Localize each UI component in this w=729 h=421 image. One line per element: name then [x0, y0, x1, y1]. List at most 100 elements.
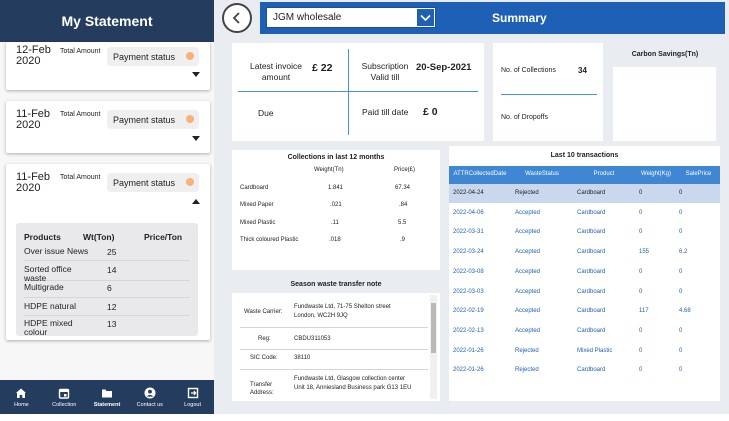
latest-invoice-label: Latest invoice amount	[250, 61, 302, 82]
product-name: Sorted office waste	[24, 264, 72, 283]
product-name: HDPE natural	[24, 301, 76, 311]
note-value: CBDU311053	[294, 336, 331, 342]
table-row[interactable]: 2022-02-13 Accepted Cardboard 0 0	[449, 322, 720, 341]
table-row[interactable]: 2022-03-31 Accepted Cardboard 0 0	[449, 223, 720, 242]
status-cell: Accepted	[515, 308, 541, 315]
column-header: Product	[593, 171, 615, 177]
company-dropdown[interactable]: JGM wholesale	[266, 7, 436, 28]
product-name: Thick coloured Plastic	[240, 237, 299, 243]
table-row: Thick coloured Plastic .018 .9	[240, 237, 436, 245]
price-cell: 0	[679, 327, 683, 334]
table-row: HDPE natural 12	[24, 298, 190, 316]
date-cell: 2022-03-08	[453, 268, 484, 275]
price-cell: 4.68	[679, 308, 691, 315]
table-row: Cardboard 1.841 67.34	[240, 185, 436, 193]
product-cell: Cardboard	[577, 308, 606, 315]
payment-status-dot	[186, 178, 194, 186]
payment-status-label: Payment status	[113, 51, 176, 62]
date-cell: 2022-04-06	[453, 209, 484, 216]
statement-date: 11-Feb 2020	[16, 108, 51, 131]
user-icon	[144, 387, 156, 398]
nav-home[interactable]: Home	[0, 380, 43, 414]
payment-status-label: Payment status	[113, 114, 176, 125]
payment-status-pill[interactable]: Payment status	[107, 110, 199, 129]
weight-cell: 117	[639, 308, 649, 315]
payment-status-pill[interactable]: Payment status	[107, 173, 199, 192]
column-header: Weight(Tn)	[314, 167, 344, 173]
date-cell: 2022-03-03	[453, 288, 484, 295]
product-name: Over issue News	[24, 246, 89, 256]
statement-card[interactable]: 11-Feb 2020 Total Amount Payment status	[6, 101, 210, 153]
table-row[interactable]: 2022-04-24 Rejected Cardboard 0 0	[449, 184, 720, 203]
payment-status-pill[interactable]: Payment status	[107, 47, 199, 66]
product-cell: Mixed Plastic	[577, 347, 613, 354]
status-cell: Rejected	[515, 347, 539, 354]
price-cell: 0	[679, 190, 683, 196]
note-label: Reg:	[258, 336, 271, 342]
product-name: HDPE mixed colour	[24, 318, 73, 337]
table-row[interactable]: 2022-01-26 Rejected Mixed Plastic 0 0	[449, 342, 720, 361]
table-row: HDPE mixed colour 13	[24, 316, 190, 337]
status-cell: Accepted	[515, 288, 541, 295]
transactions-panel: Last 10 transactions ATTRCollectedDate W…	[449, 146, 720, 401]
divider	[240, 327, 428, 328]
table-row[interactable]: 2022-03-24 Accepted Cardboard 155 6.2	[449, 243, 720, 262]
table-row[interactable]: 2022-03-03 Accepted Cardboard 0 0	[449, 283, 720, 302]
chevron-down-icon	[420, 14, 431, 21]
table-row[interactable]: 2022-01-26 Rejected Cardboard 0 0	[449, 361, 720, 380]
table-row[interactable]: 2022-02-19 Accepted Cardboard 117 4.68	[449, 302, 720, 321]
table-row[interactable]: 2022-04-06 Accepted Cardboard 0 0	[449, 204, 720, 223]
chevron-down-icon[interactable]	[192, 72, 200, 77]
transfer-note-panel: Season waste transfer note Waste Carrier…	[232, 277, 440, 401]
weight-value: .021	[330, 202, 342, 208]
product-name: Multigrade	[24, 282, 64, 292]
table-row: Sorted office waste 14	[24, 261, 190, 283]
dropdown-button[interactable]	[416, 8, 435, 27]
chevron-down-icon[interactable]	[192, 136, 200, 141]
statement-card[interactable]: 12-Feb 2020 Total Amount Payment status	[6, 42, 210, 90]
product-cell: Cardboard	[577, 249, 606, 256]
status-cell: Rejected	[515, 190, 539, 196]
invoice-panel: Latest invoice amount £ 22 Subscription …	[232, 43, 484, 141]
table-row: Mixed Paper .021 .84	[240, 202, 436, 210]
calendar-icon	[58, 388, 70, 399]
nav-label: Logout	[184, 401, 201, 408]
nav-label: Collection	[52, 401, 77, 408]
price-cell: 0	[679, 229, 683, 236]
product-weight: 25	[107, 247, 117, 257]
subscription-value: 20-Sep-2021	[416, 62, 472, 73]
weight-cell: 0	[639, 229, 643, 236]
table-row[interactable]: 2022-03-08 Accepted Cardboard 0 0	[449, 263, 720, 282]
back-button[interactable]	[222, 3, 252, 33]
note-label: Transfer Address:	[250, 382, 274, 396]
date-cell: 2022-02-13	[453, 327, 484, 334]
weight-cell: 0	[639, 347, 643, 354]
collections-count-label: No. of Collections	[501, 67, 556, 74]
product-cell: Cardboard	[577, 367, 606, 374]
chevron-up-icon[interactable]	[192, 199, 200, 204]
column-header: Wt(Ton)	[83, 232, 115, 242]
price-cell: 0	[679, 268, 683, 275]
home-icon	[16, 388, 27, 398]
company-dropdown-value: JGM wholesale	[273, 12, 342, 23]
price-value: .9	[400, 237, 406, 243]
nav-label: Statement	[93, 401, 121, 408]
product-cell: Cardboard	[577, 190, 606, 196]
status-cell: Accepted	[515, 209, 541, 216]
status-cell: Accepted	[515, 327, 541, 334]
statement-date: 11-Feb 2020	[16, 171, 51, 194]
nav-statement[interactable]: Statement	[86, 380, 129, 414]
table-row: Over issue News 25	[24, 243, 190, 261]
nav-contact[interactable]: Contact us	[128, 380, 171, 414]
latest-invoice-value: £ 22	[312, 62, 333, 74]
scrollbar-thumb[interactable]	[431, 303, 436, 353]
nav-label: Contact us	[136, 401, 163, 408]
scrollbar[interactable]	[430, 295, 437, 399]
column-header: SalePrice	[685, 171, 712, 177]
divider	[240, 369, 428, 370]
total-amount-label: Total Amount	[60, 48, 101, 55]
nav-logout[interactable]: Logout	[171, 380, 214, 414]
price-cell: 0	[679, 288, 683, 295]
nav-collection[interactable]: Collection	[43, 380, 86, 414]
stats-panel: No. of Collections 34 No. of Dropoffs	[493, 43, 603, 141]
